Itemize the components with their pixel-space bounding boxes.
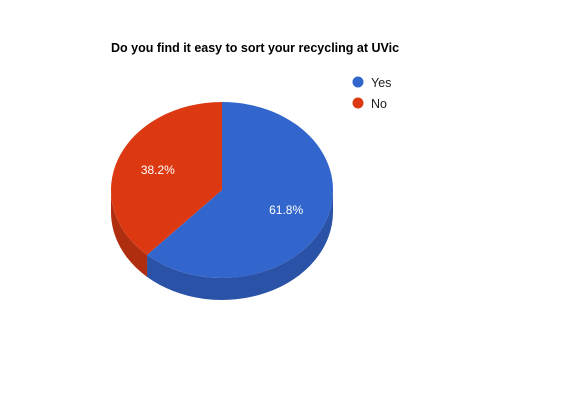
pie-depth-group [111, 190, 333, 300]
legend-entry-yes[interactable]: Yes [352, 76, 392, 90]
pie-slices-group [110, 102, 334, 278]
legend-label-no: No [371, 97, 387, 111]
legend-swatch-yes [352, 76, 364, 88]
legend: Yes No [352, 76, 392, 111]
data-label-no: 38.2% [141, 163, 175, 177]
pie-slice-yes[interactable] [147, 102, 334, 278]
pie-slice-no[interactable] [110, 102, 222, 255]
legend-swatch-no [352, 97, 364, 109]
pie-slice-side-no [111, 190, 148, 277]
pie-data-labels-group: 61.8% 38.2% [141, 163, 304, 217]
legend-label-yes: Yes [371, 76, 391, 90]
pie-slice-side-yes [147, 190, 333, 300]
legend-entry-no[interactable]: No [352, 97, 388, 111]
chart-title: Do you find it easy to sort your recycli… [111, 41, 399, 55]
data-label-yes: 61.8% [269, 203, 303, 217]
